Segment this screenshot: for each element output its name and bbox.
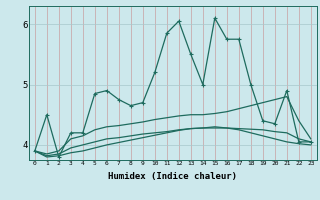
- X-axis label: Humidex (Indice chaleur): Humidex (Indice chaleur): [108, 172, 237, 181]
